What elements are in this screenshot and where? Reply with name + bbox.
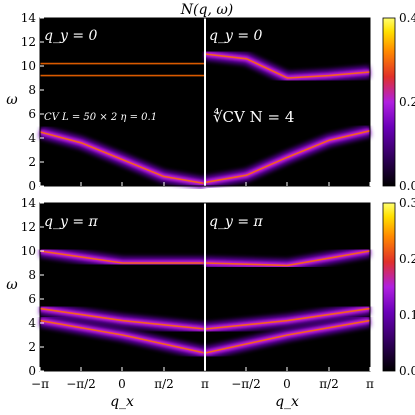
ytick-label: 14 bbox=[21, 196, 37, 210]
ytick-label: 10 bbox=[21, 59, 36, 73]
ytick-label: 4 bbox=[28, 316, 36, 330]
colorbar-ticks: 0.0 0.2 0.4 0.0 0.1 0.2 0.3 bbox=[399, 11, 415, 378]
heatmap-g bbox=[203, 48, 372, 189]
band-core-h-1 bbox=[204, 307, 371, 330]
band-core-e-0 bbox=[39, 131, 206, 185]
colorbar-bottom bbox=[382, 202, 396, 372]
panel-label-e: (e) bbox=[174, 29, 192, 44]
ytick-label: 8 bbox=[28, 83, 36, 97]
panel-label-f: (f) bbox=[174, 215, 189, 230]
band-core-h-0 bbox=[204, 250, 371, 267]
ytick-label: 2 bbox=[28, 155, 36, 169]
annot-e-qy: q_y = 0 bbox=[44, 28, 98, 44]
y-ticks: 0 2 4 6 8 10 12 14 0 2 4 6 8 10 12 14 bbox=[21, 11, 44, 378]
colorbar-tick-label: 0.0 bbox=[399, 179, 415, 193]
xtick-label: π bbox=[201, 377, 209, 391]
xtick-label: 0 bbox=[283, 377, 291, 391]
band-core-f-1 bbox=[39, 307, 206, 330]
figure-title: N(q, ω) bbox=[180, 2, 233, 18]
xtick-label: π bbox=[366, 377, 374, 391]
ytick-label: 0 bbox=[28, 364, 36, 378]
colorbar-tick-label: 0.4 bbox=[399, 11, 415, 25]
annot-cv: CV L = 50 × 2 η = 0.1 bbox=[44, 112, 157, 123]
annot-f-qy: q_y = π bbox=[44, 214, 99, 230]
ytick-label: 2 bbox=[28, 340, 36, 354]
xlabel-right: q_x bbox=[275, 394, 299, 410]
xtick-label: 0 bbox=[118, 377, 126, 391]
heatmap-e bbox=[38, 57, 207, 190]
xtick-label: −π/2 bbox=[66, 377, 96, 391]
ylabel-bottom: ω bbox=[6, 277, 18, 293]
ytick-label: 12 bbox=[21, 220, 36, 234]
colorbar-tick-label: 0.2 bbox=[399, 252, 415, 266]
ytick-label: 14 bbox=[21, 11, 37, 25]
ytick-label: 6 bbox=[28, 107, 36, 121]
colorbar-top bbox=[382, 17, 396, 187]
band-core-f-2 bbox=[39, 319, 206, 354]
annot-g-qy: q_y = 0 bbox=[209, 28, 263, 44]
band-core-f-0 bbox=[39, 250, 205, 264]
colorbar-tick-label: 0.0 bbox=[399, 364, 415, 378]
ytick-label: 6 bbox=[28, 292, 36, 306]
heatmap-h bbox=[203, 245, 371, 359]
band-core-g-1 bbox=[204, 53, 370, 79]
annot-h-qy: q_y = π bbox=[209, 214, 264, 230]
panel-label-h: (h) bbox=[341, 215, 360, 230]
ytick-label: 10 bbox=[21, 244, 36, 258]
x-ticks: −π −π/2 0 π/2 π −π/2 0 π/2 π bbox=[31, 182, 374, 391]
ytick-label: 4 bbox=[28, 131, 36, 145]
ylabel-top: ω bbox=[6, 92, 18, 108]
ytick-label: 8 bbox=[28, 268, 36, 282]
ytick-label: 12 bbox=[21, 35, 36, 49]
xlabel-left: q_x bbox=[110, 394, 134, 410]
panel-label-g: (g) bbox=[341, 29, 359, 44]
ytick-label: 0 bbox=[28, 179, 36, 193]
colorbar-tick-label: 0.2 bbox=[399, 95, 415, 109]
band-core-h-2 bbox=[204, 319, 371, 354]
heatmap-f bbox=[39, 245, 207, 359]
colorbar-tick-label: 0.1 bbox=[399, 308, 415, 322]
xtick-label: −π bbox=[31, 377, 49, 391]
annot-cv4: ∜CV N = 4 bbox=[213, 107, 294, 126]
colorbar-tick-label: 0.3 bbox=[399, 196, 415, 210]
band-core-g-0 bbox=[204, 130, 371, 184]
xtick-label: π/2 bbox=[154, 377, 174, 391]
xtick-label: −π/2 bbox=[231, 377, 261, 391]
xtick-label: π/2 bbox=[319, 377, 339, 391]
